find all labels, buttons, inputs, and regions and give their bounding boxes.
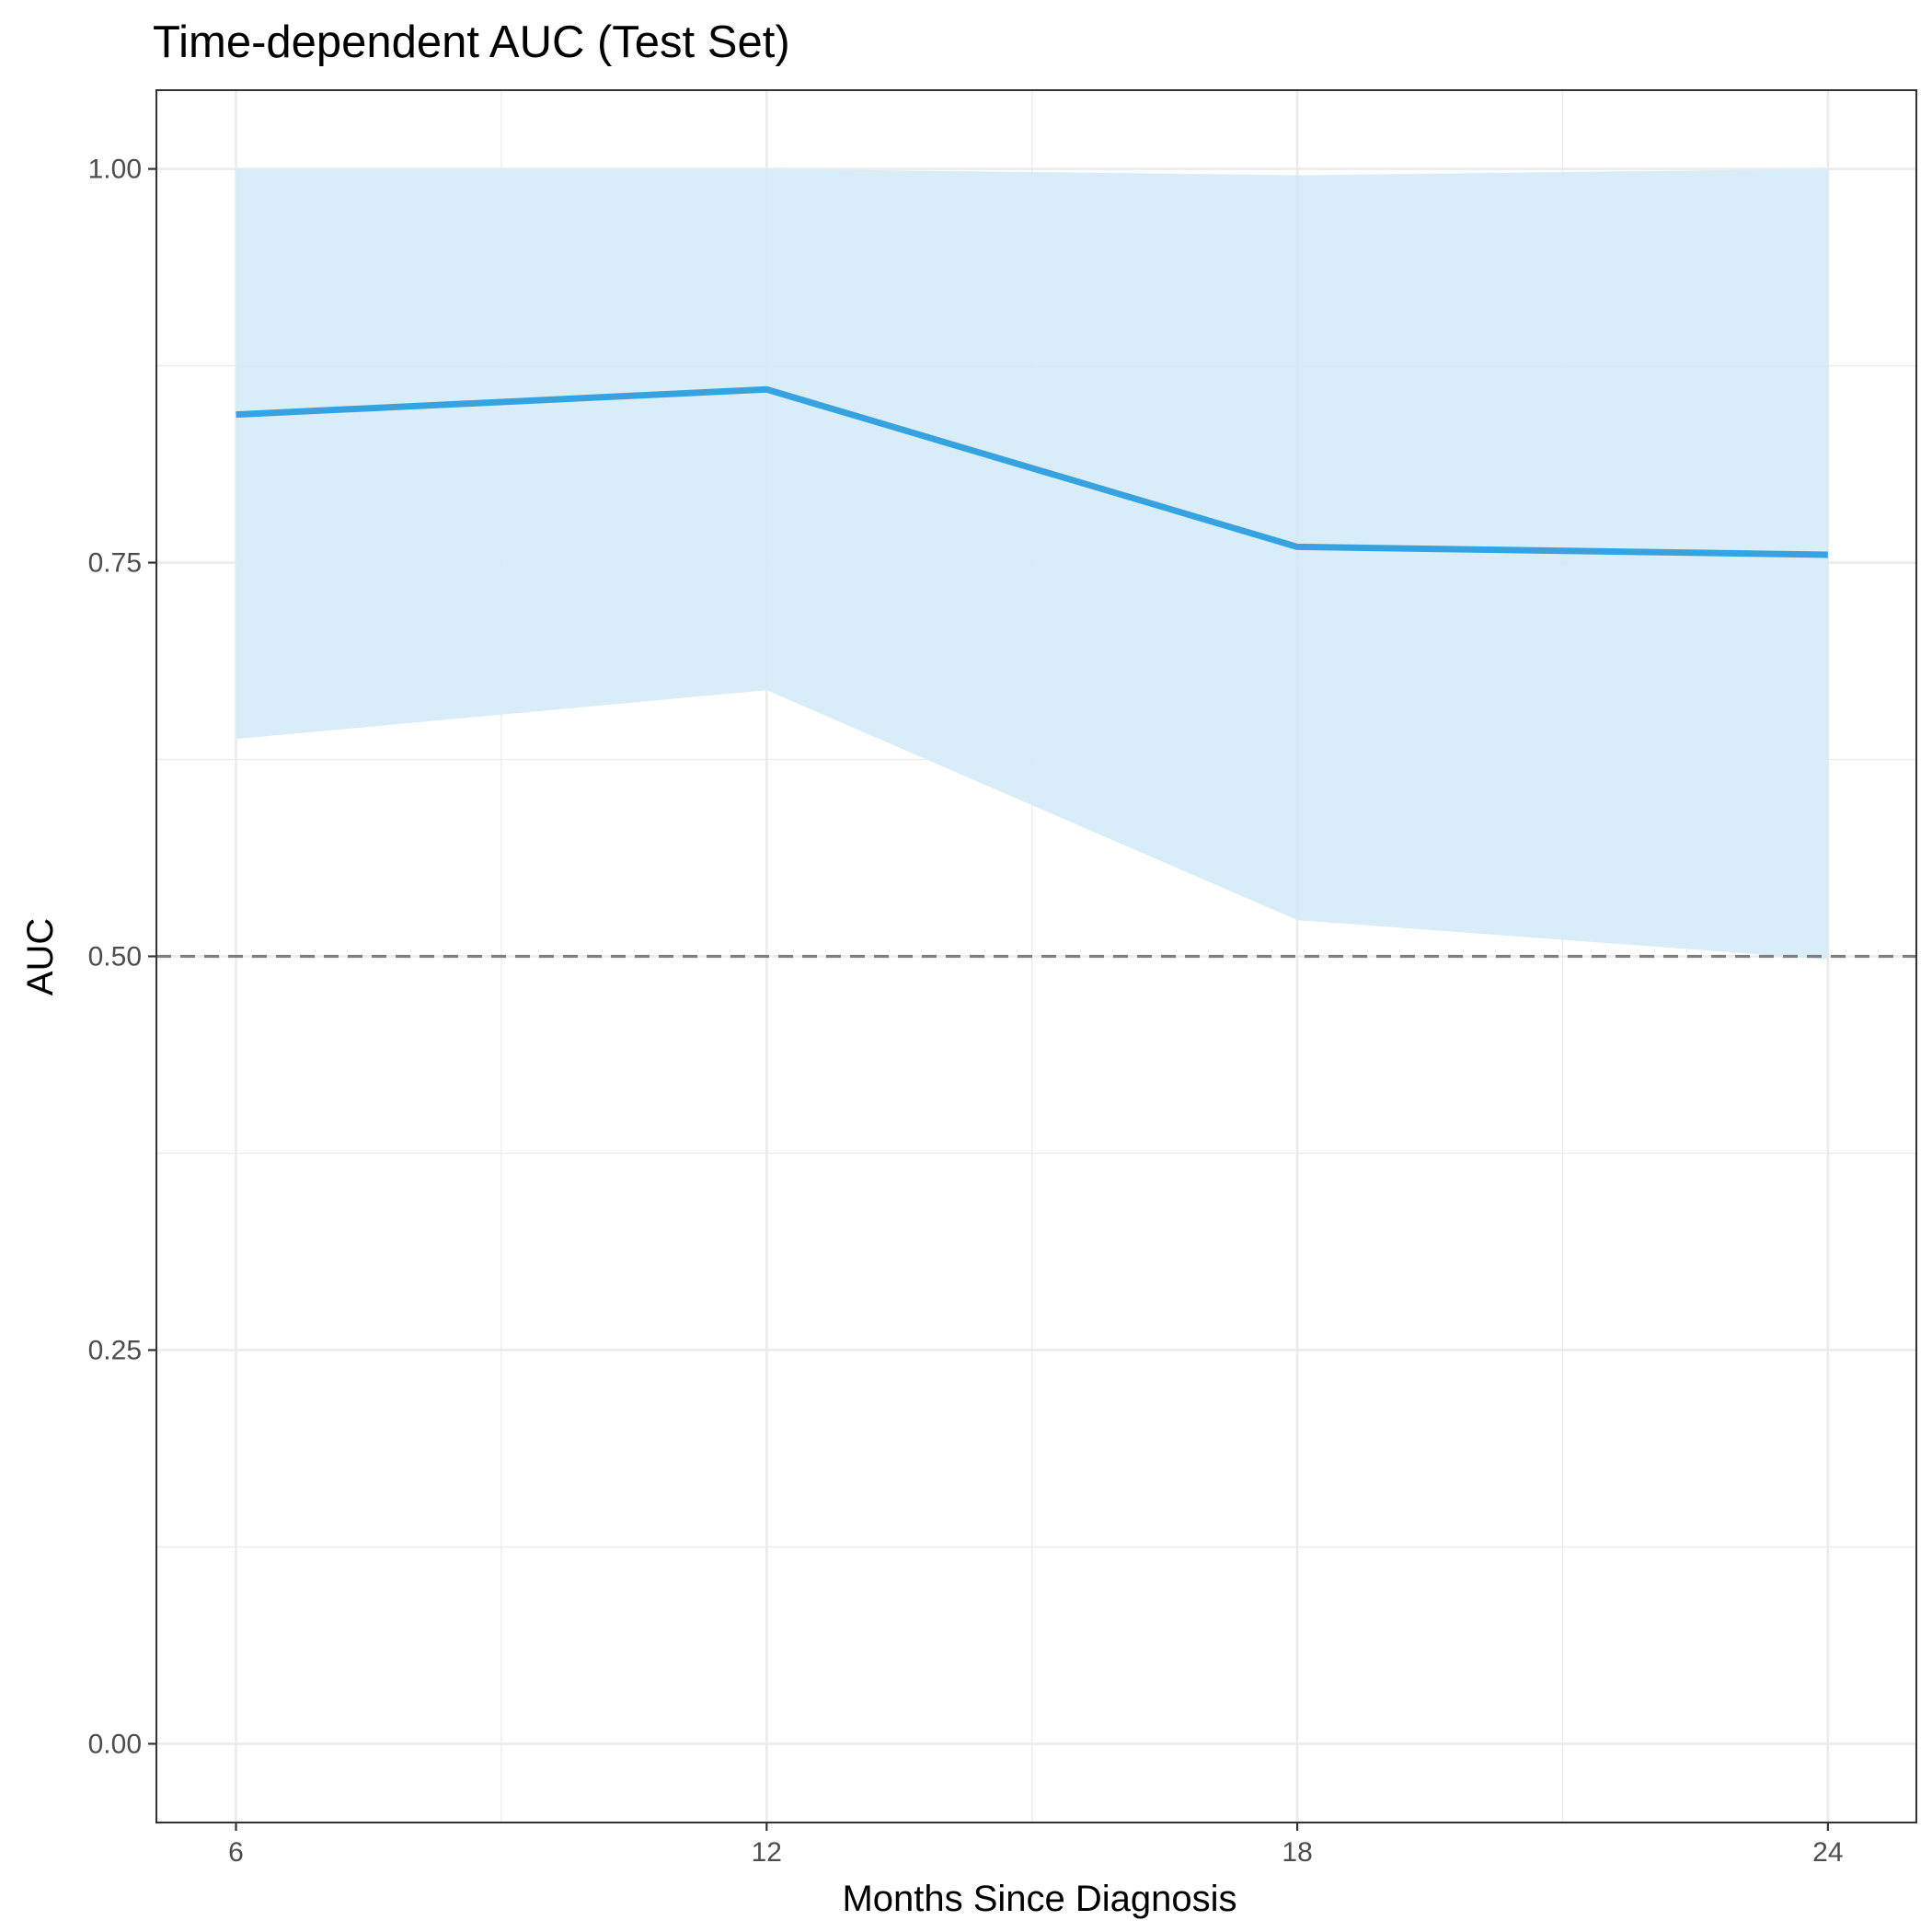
y-tick-label: 0.00 xyxy=(88,1729,142,1759)
chart-title: Time-dependent AUC (Test Set) xyxy=(153,17,790,67)
y-tick-label: 0.50 xyxy=(88,942,142,972)
y-tick-label: 0.25 xyxy=(88,1335,142,1365)
x-tick-label: 6 xyxy=(228,1837,244,1868)
y-tick-label: 0.75 xyxy=(88,548,142,579)
x-axis-title: Months Since Diagnosis xyxy=(842,1879,1236,1919)
y-axis: 0.00 0.25 0.50 0.75 1.00 xyxy=(88,155,156,1759)
y-axis-title: AUC xyxy=(20,918,61,995)
x-tick-label: 12 xyxy=(752,1837,782,1868)
y-tick-label: 1.00 xyxy=(88,155,142,185)
x-tick-label: 18 xyxy=(1282,1837,1312,1868)
x-axis: 6 12 18 24 xyxy=(228,1823,1844,1868)
auc-line-layer xyxy=(236,385,1828,558)
confidence-ribbon xyxy=(236,168,1828,960)
auc-line xyxy=(236,385,1828,558)
x-tick-label: 24 xyxy=(1812,1837,1843,1868)
confidence-ribbon-layer xyxy=(236,168,1828,960)
